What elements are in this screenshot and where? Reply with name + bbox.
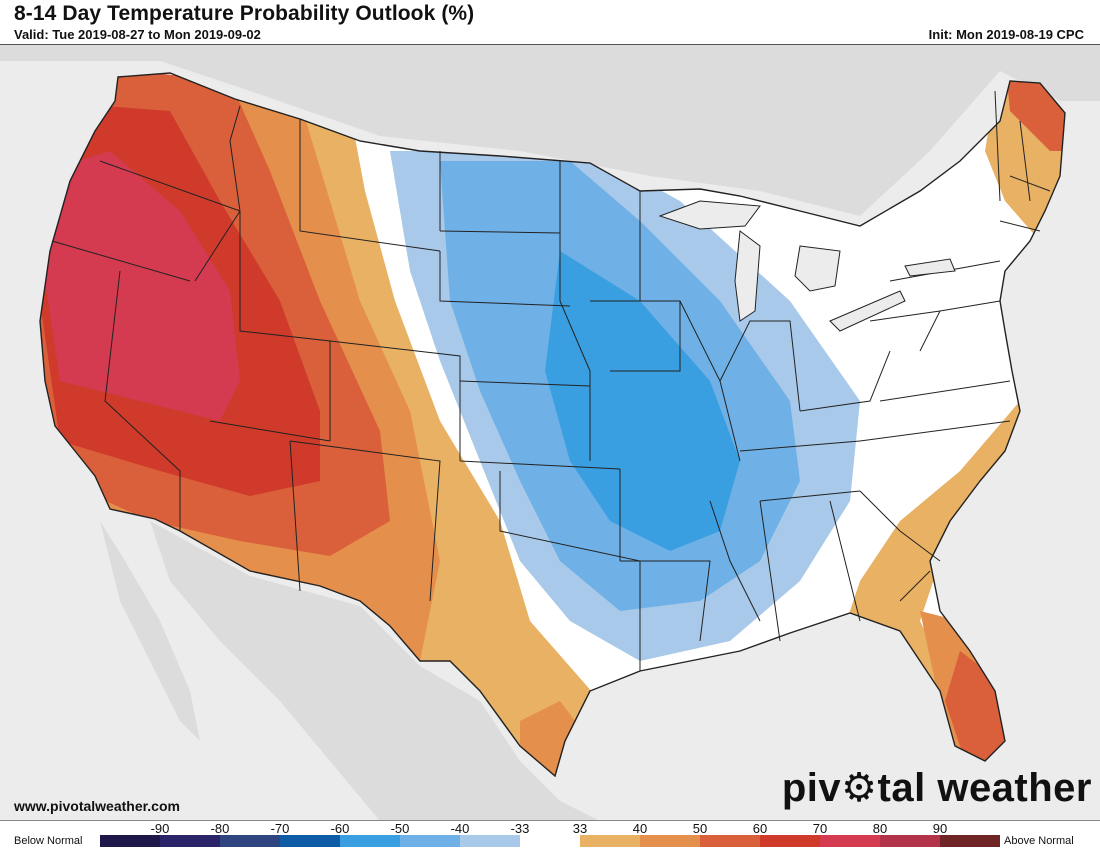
legend-tick-label: -33 — [510, 821, 530, 836]
legend-tick-label: 33 — [572, 821, 588, 836]
legend-swatch — [220, 835, 280, 847]
map-header: 8-14 Day Temperature Probability Outlook… — [0, 0, 1100, 44]
legend-tick-label: -50 — [390, 821, 410, 836]
contour-above-80-west — [45, 151, 240, 421]
outlook-map: www.pivotalweather.com piv⚙tal weather — [0, 44, 1100, 821]
color-legend: Below Normal Above Normal -90 -80 -70 -60 -5… — [0, 820, 1100, 851]
mexico-landmass — [150, 521, 600, 821]
canada-landmass — [0, 45, 1100, 216]
legend-above-label: Above Normal — [1004, 835, 1074, 847]
lake-huron — [794, 245, 841, 292]
outlook-map-svg — [0, 45, 1100, 821]
legend-tick-label: -70 — [270, 821, 290, 836]
legend-tick-label: 50 — [692, 821, 708, 836]
legend-swatch — [340, 835, 400, 847]
lake-ontario — [904, 258, 956, 277]
legend-tick-label: 70 — [812, 821, 828, 836]
legend-tick-label: 90 — [932, 821, 948, 836]
brand-logo: piv⚙tal weather — [782, 765, 1092, 811]
legend-tick-label: 80 — [872, 821, 888, 836]
legend-swatch — [700, 835, 760, 847]
legend-swatch — [640, 835, 700, 847]
baja-peninsula — [100, 521, 200, 741]
legend-swatch — [580, 835, 640, 847]
legend-swatch — [820, 835, 880, 847]
site-url[interactable]: www.pivotalweather.com — [14, 798, 180, 814]
legend-swatch — [880, 835, 940, 847]
init-time: Init: Mon 2019-08-19 CPC — [928, 27, 1084, 42]
state-boundaries — [39, 72, 1066, 778]
legend-swatch — [760, 835, 820, 847]
legend-tick-label: 40 — [632, 821, 648, 836]
lake-superior — [658, 200, 761, 230]
legend-tick-label: -90 — [150, 821, 170, 836]
legend-tick-label: 60 — [752, 821, 768, 836]
contour-above-60-northeast — [1005, 73, 1065, 151]
legend-swatch — [940, 835, 1000, 847]
legend-tick-label: -60 — [330, 821, 350, 836]
legend-tick-label: -80 — [210, 821, 230, 836]
valid-period: Valid: Tue 2019-08-27 to Mon 2019-09-02 — [14, 27, 261, 42]
legend-swatch — [100, 835, 160, 847]
legend-tick-label: -40 — [450, 821, 470, 836]
great-lakes — [658, 200, 956, 332]
lake-michigan — [734, 230, 761, 322]
legend-swatch — [520, 835, 580, 847]
legend-swatch — [160, 835, 220, 847]
legend-swatch — [400, 835, 460, 847]
contour-below-50-central — [545, 251, 740, 551]
legend-swatch — [280, 835, 340, 847]
brand-prefix: piv — [781, 766, 842, 810]
gear-icon: ⚙ — [841, 766, 878, 810]
lake-erie — [829, 290, 906, 332]
legend-below-label: Below Normal — [14, 835, 83, 847]
map-title: 8-14 Day Temperature Probability Outlook… — [14, 2, 475, 25]
legend-swatch — [460, 835, 520, 847]
brand-suffix: tal weather — [877, 766, 1092, 810]
